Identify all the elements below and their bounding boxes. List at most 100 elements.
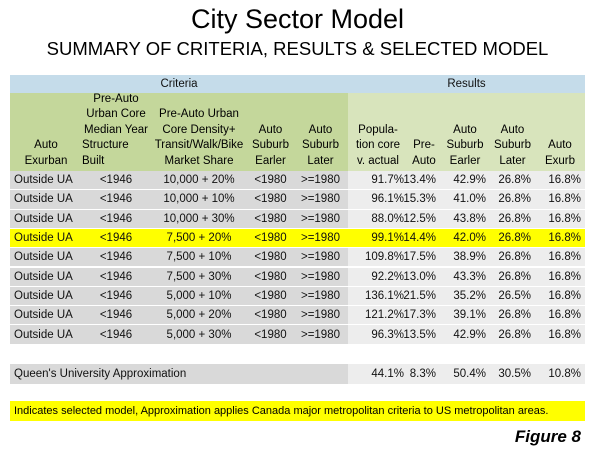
table-cell: 16.8% (535, 286, 585, 307)
header-line: Auto (34, 139, 58, 151)
table-cell: >=1980 (293, 209, 348, 229)
table-cell: 92.2% (348, 267, 408, 287)
header-line: Market Share (164, 154, 234, 167)
approximation-value: 44.1% (348, 364, 408, 384)
header-line: Median Year (84, 123, 148, 136)
header-line: Pre- (413, 139, 435, 151)
table-cell: 5,000 + 30% (150, 325, 248, 345)
table-cell: >=1980 (293, 190, 348, 210)
table-cell: 21.5% (403, 286, 440, 307)
table-cell: 16.8% (535, 228, 585, 249)
table-cell: 16.8% (535, 325, 585, 345)
table-cell: 26.8% (490, 325, 535, 345)
header-line: Pre-Auto (93, 92, 139, 105)
header-line: v. actual (357, 154, 399, 167)
table-cell: 38.9% (440, 248, 490, 268)
table-cell: >=1980 (293, 267, 348, 287)
table-cell: <1946 (82, 190, 150, 210)
header-line: Auto (412, 154, 436, 167)
table-cell: <1946 (82, 286, 150, 307)
table-cell: >=1980 (293, 325, 348, 345)
note: Indicates selected model, Approximation … (10, 401, 585, 421)
column-header: Auto Exurb (535, 93, 585, 171)
table-cell: <1980 (248, 209, 293, 229)
table-cell: 26.8% (490, 248, 535, 268)
header-line: Suburb (301, 139, 340, 151)
header-line: Auto (453, 123, 477, 136)
column-header: Auto Exurban (10, 93, 82, 171)
table-cell: 16.8% (535, 306, 585, 326)
column-header: Pre-Auto Urban Core Density+ Transit/Walk/… (150, 93, 248, 171)
table-cell: 136.1% (348, 286, 408, 307)
table-cell: 10,000 + 30% (150, 209, 248, 229)
table-cell: 26.8% (490, 190, 535, 210)
column-header: Auto Suburb Later (293, 93, 348, 171)
table-cell: 16.8% (535, 267, 585, 287)
header-line: Structure Built (82, 139, 129, 167)
table-cell: <1946 (82, 325, 150, 345)
table-cell: <1980 (248, 286, 293, 307)
table-cell: 13.4% (403, 171, 440, 191)
table-cell: 26.8% (490, 267, 535, 287)
table-cell: 10,000 + 20% (150, 171, 248, 191)
table-cell: 15.3% (403, 190, 440, 210)
table-cell: 35.2% (440, 286, 490, 307)
column-header: Pre- Auto (408, 93, 440, 171)
table-cell: 5,000 + 20% (150, 306, 248, 326)
table-cell: 109.8% (348, 248, 408, 268)
table-cell: <1980 (248, 171, 293, 191)
column-header: Auto Suburb Earler (248, 93, 293, 171)
approximation-value: 30.5% (490, 364, 535, 384)
table-cell: 41.0% (440, 190, 490, 210)
table-cell: Outside UA (10, 267, 82, 287)
table-cell: <1946 (82, 209, 150, 229)
table-cell: <1980 (248, 306, 293, 326)
approximation-value: 50.4% (440, 364, 490, 384)
header-line: Exurban (24, 154, 68, 167)
table-cell: >=1980 (293, 306, 348, 326)
table-cell: 121.2% (348, 306, 408, 326)
table-cell: Outside UA (10, 248, 82, 268)
header-line: Auto (548, 139, 572, 151)
header-line: Suburb (251, 139, 290, 151)
header-line: Exurb (544, 154, 576, 167)
table-cell: Outside UA (10, 306, 82, 326)
table-cell: 42.9% (440, 325, 490, 345)
table-cell: <1980 (248, 190, 293, 210)
table-cell: Outside UA (10, 325, 82, 345)
table-cell: 39.1% (440, 306, 490, 326)
table-cell: <1946 (82, 306, 150, 326)
table-cell: 42.9% (440, 171, 490, 191)
header-line: Later (307, 154, 334, 167)
table-cell: Outside UA (10, 228, 82, 249)
table-cell: <1946 (82, 267, 150, 287)
header-line: Suburb (493, 139, 532, 151)
table-cell: 17.3% (403, 306, 440, 326)
table-cell: 91.7% (348, 171, 408, 191)
group-header: Results (348, 75, 585, 93)
table-cell: Outside UA (10, 209, 82, 229)
header-line: Core Density+ (162, 123, 236, 136)
table-cell: 42.0% (440, 228, 490, 249)
table-cell: 16.8% (535, 209, 585, 229)
header-line: Pre-Auto Urban (159, 108, 239, 120)
header-line: Urban Core (86, 108, 146, 120)
table-cell: 26.8% (490, 228, 535, 249)
table-cell: 7,500 + 30% (150, 267, 248, 287)
table-cell: 5,000 + 10% (150, 286, 248, 307)
column-header: Auto Suburb Earler (440, 93, 490, 171)
header-line: tion core (355, 139, 401, 151)
approximation-value: 10.8% (535, 364, 585, 384)
table-cell: 96.1% (348, 190, 408, 210)
column-header: Pre-Auto Urban Core Median Year Structure B… (82, 93, 150, 171)
table-cell: 88.0% (348, 209, 408, 229)
table-cell: Outside UA (10, 286, 82, 307)
table-cell: <1980 (248, 228, 293, 249)
table-cell: Outside UA (10, 171, 82, 191)
header-line: Popula- (358, 123, 398, 136)
table-cell: 26.5% (490, 286, 535, 307)
header-line: Suburb (446, 139, 484, 151)
figure-label: Figure 8 (514, 427, 581, 446)
header-line: Auto (308, 123, 333, 136)
table-cell: <1980 (248, 325, 293, 345)
